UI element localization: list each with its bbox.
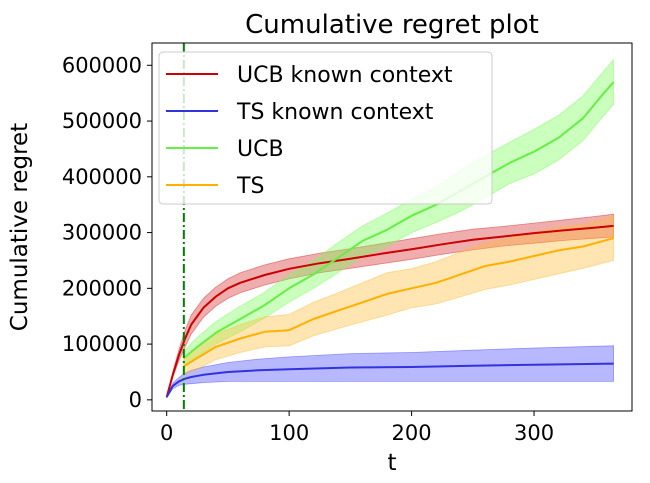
series-line-0 xyxy=(165,224,614,398)
y-tick-label-3: 300000 xyxy=(62,221,142,245)
y-tick-label-1: 100000 xyxy=(62,332,142,356)
x-tick-label-3: 300 xyxy=(514,421,554,445)
legend-label-2: UCB xyxy=(237,137,284,162)
x-tick-label-2: 200 xyxy=(392,421,432,445)
plot-clip-group xyxy=(165,58,615,399)
plot-area xyxy=(165,43,615,411)
y-tick-label-0: 0 xyxy=(129,388,142,412)
axes-frame xyxy=(151,42,633,412)
x-tick-label-0: 0 xyxy=(160,421,173,445)
series-band-2 xyxy=(183,58,614,367)
series-band-3 xyxy=(183,215,614,376)
chart-title: Cumulative regret plot xyxy=(245,10,539,40)
y-tick-label-4: 400000 xyxy=(62,165,142,189)
x-axis-label: t xyxy=(387,450,396,476)
legend-label-3: TS xyxy=(236,174,264,199)
series-line-3 xyxy=(183,237,614,368)
y-tick-label-6: 600000 xyxy=(62,53,142,77)
y-axis-label: Cumulative regret xyxy=(7,123,33,331)
series-line-2 xyxy=(183,81,615,359)
y-tick-label-2: 200000 xyxy=(62,276,142,300)
legend-box xyxy=(158,51,493,205)
axes: 0 100 200 300 0 100000 200000 300000 400000 50000… xyxy=(62,42,633,445)
legend: UCB known context TS known context UCB TS xyxy=(158,51,493,205)
series-line-1 xyxy=(165,362,614,398)
legend-label-1: TS known context xyxy=(236,100,434,125)
legend-label-0: UCB known context xyxy=(237,63,453,88)
y-tick-label-5: 500000 xyxy=(62,109,142,133)
x-tick-label-1: 100 xyxy=(269,421,309,445)
